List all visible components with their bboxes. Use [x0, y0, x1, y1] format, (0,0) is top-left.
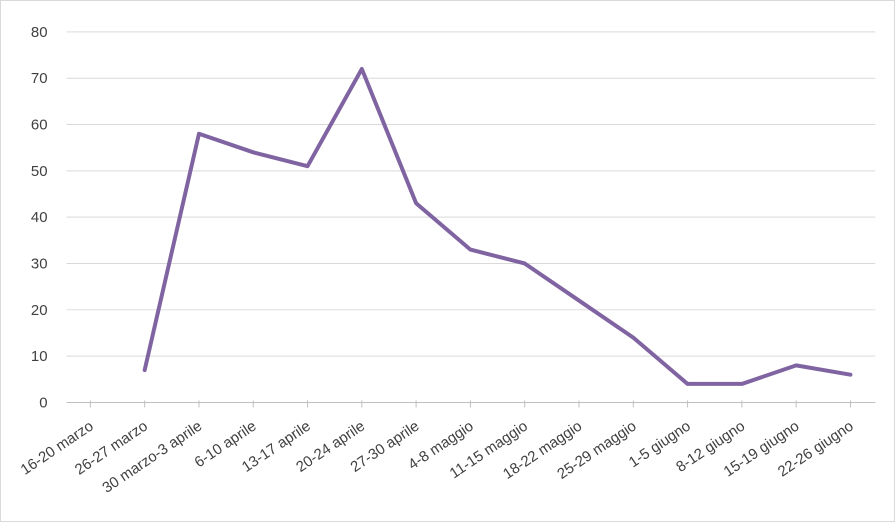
y-axis-label: 30	[31, 255, 48, 272]
data-line-series	[142, 66, 853, 386]
y-axis-label: 0	[39, 394, 47, 411]
y-axis-label: 60	[31, 117, 48, 134]
y-axis-label: 10	[31, 348, 48, 365]
y-axis-label: 70	[31, 70, 48, 87]
y-axis-label: 20	[31, 302, 48, 319]
y-axis-label: 50	[31, 163, 48, 180]
y-axis-label: 80	[31, 24, 48, 41]
y-axis-label: 40	[31, 209, 48, 226]
x-axis-label: 30 marzo-3 aprile	[99, 418, 205, 497]
